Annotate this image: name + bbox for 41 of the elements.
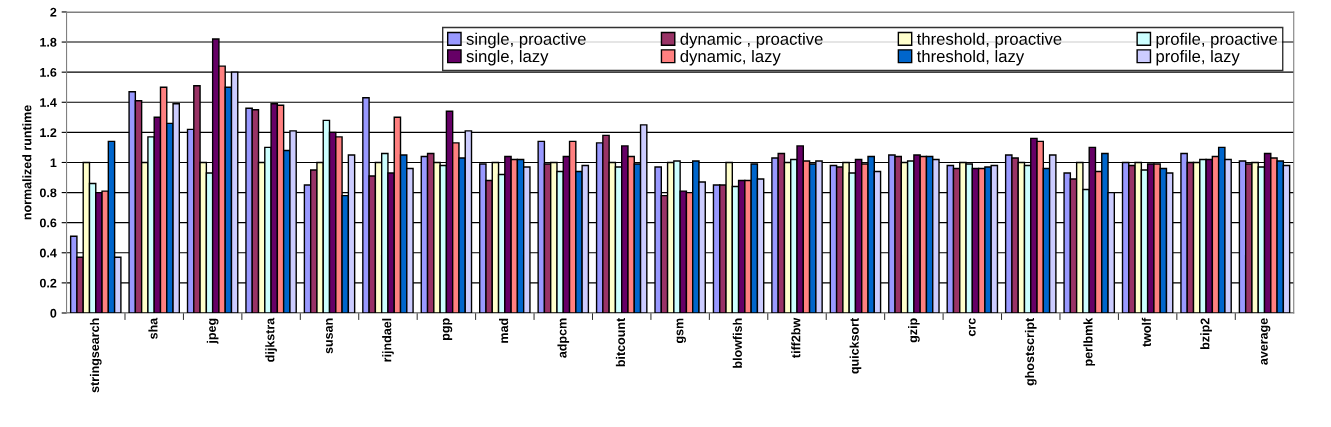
x-tick-label: twolf bbox=[1141, 317, 1151, 347]
x-tick-label: average bbox=[1260, 318, 1271, 365]
y-tick-label: 0.6 bbox=[39, 218, 57, 228]
x-tick-label: jpeg bbox=[206, 318, 219, 344]
x-tick-label: blowfish bbox=[732, 318, 742, 368]
x-tick-label: gzip bbox=[908, 318, 920, 343]
x-tick-label: adpcm bbox=[557, 318, 570, 358]
x-tick-label: bzip2 bbox=[1200, 318, 1212, 349]
legend-label: profile, lazy bbox=[1156, 49, 1240, 66]
y-tick-label: 1.4 bbox=[40, 98, 57, 107]
x-tick-label: ghostscript bbox=[1024, 318, 1037, 386]
x-tick-label: sha bbox=[148, 317, 158, 339]
x-tick-label: tiff2bw bbox=[791, 317, 801, 358]
x-tick-label: crc bbox=[968, 318, 976, 337]
x-tick-label: rijndael bbox=[382, 318, 394, 362]
y-axis-title: normalized runtime bbox=[22, 105, 32, 220]
y-tick-label: 0.8 bbox=[39, 188, 57, 198]
x-tick-label: mad bbox=[499, 318, 509, 343]
y-tick-label: 2 bbox=[50, 7, 57, 17]
x-tick-label: quicksort bbox=[849, 318, 862, 374]
legend-label: threshold, lazy bbox=[916, 49, 1025, 66]
legend-label: single, lazy bbox=[466, 49, 549, 66]
legend-label: single, proactive bbox=[466, 32, 586, 49]
x-tick-label: stringsearch bbox=[89, 318, 102, 393]
y-tick-label: 0 bbox=[50, 308, 57, 318]
x-tick-label: gsm bbox=[676, 318, 686, 344]
x-tick-label: perlbmk bbox=[1083, 317, 1096, 366]
y-tick-label: 1 bbox=[50, 158, 57, 167]
y-tick-label: 1.2 bbox=[40, 128, 57, 137]
y-tick-label: 0.2 bbox=[39, 278, 57, 288]
legend-label: threshold, proactive bbox=[916, 32, 1062, 49]
legend-label: dynamic , proactive bbox=[680, 32, 823, 49]
legend-label: dynamic, lazy bbox=[680, 49, 781, 66]
y-tick-label: 0.4 bbox=[39, 248, 57, 258]
legend-label: profile, proactive bbox=[1156, 32, 1277, 49]
y-tick-label: 1.6 bbox=[40, 67, 57, 77]
y-tick-label: 1.8 bbox=[40, 37, 57, 47]
x-tick-label: susan bbox=[326, 318, 333, 354]
x-tick-label: bitcount bbox=[615, 318, 626, 367]
x-tick-label: pgp bbox=[442, 318, 453, 340]
x-tick-label: dijkstra bbox=[265, 317, 277, 362]
